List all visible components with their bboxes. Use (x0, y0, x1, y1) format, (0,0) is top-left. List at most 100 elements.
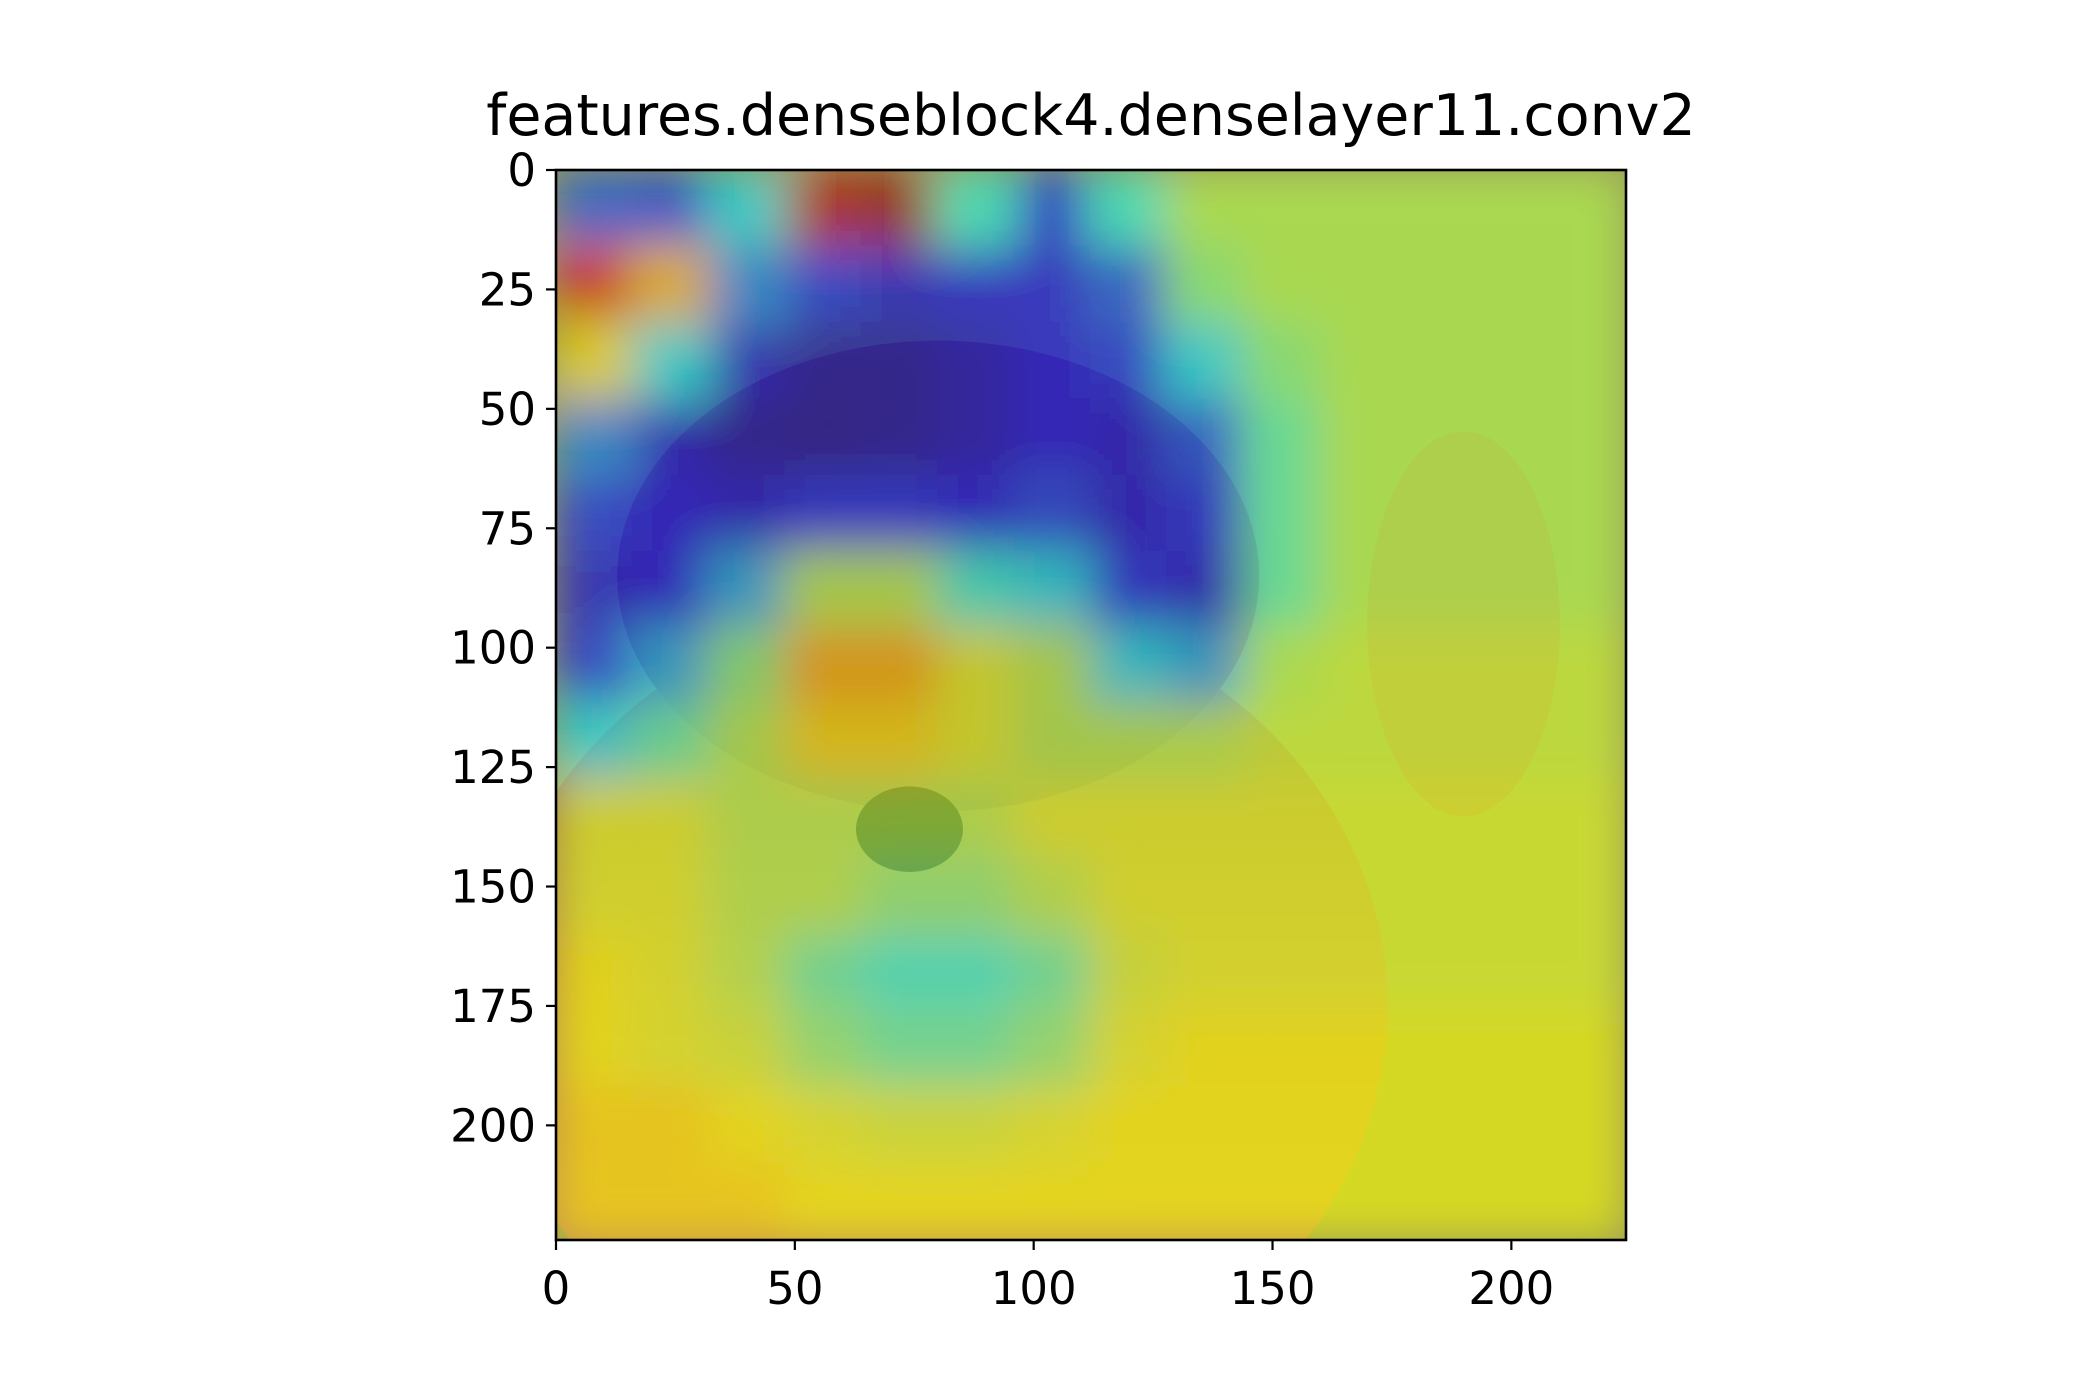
heatmap-cell (1013, 1086, 1092, 1165)
heatmap-cell (631, 170, 710, 248)
heatmap-cell (556, 627, 634, 706)
heatmap-cell (1166, 1009, 1245, 1089)
heatmap-cell (1090, 780, 1169, 859)
heatmap-cell (1166, 856, 1245, 936)
heatmap-cell (556, 398, 634, 477)
heatmap-cell (556, 1086, 634, 1165)
heatmap-cell (1548, 856, 1626, 936)
heatmap-cell (1472, 474, 1551, 554)
heatmap-cell (860, 1009, 940, 1089)
heatmap-cell (1548, 627, 1626, 706)
heatmap-cell (707, 1009, 787, 1089)
heatmap-cell (784, 245, 863, 324)
heatmap-cell (937, 1086, 1016, 1165)
heatmap-cell (1395, 474, 1475, 554)
heatmap-cell (1548, 474, 1626, 554)
x-tick-label: 100 (991, 1262, 1077, 1315)
heatmap-cell (1242, 780, 1322, 859)
heatmap-cell (707, 1162, 787, 1240)
heatmap-cell (1242, 704, 1322, 783)
y-tick-label: 125 (450, 741, 536, 794)
heatmap-cell (1242, 245, 1322, 324)
heatmap-cell (1548, 551, 1626, 630)
heatmap-cell (556, 170, 634, 248)
heatmap-cell (631, 321, 710, 401)
heatmap-cell (937, 704, 1016, 783)
heatmap-cell (1166, 704, 1245, 783)
heatmap-cell (1090, 1086, 1169, 1165)
heatmap-cell (556, 551, 634, 630)
heatmap-cell (1242, 551, 1322, 630)
heatmap-cell (1166, 170, 1245, 248)
y-tick-label: 50 (479, 383, 536, 436)
heatmap-cell (707, 933, 787, 1012)
heatmap-cell (1472, 170, 1551, 248)
heatmap-cell (1548, 704, 1626, 783)
y-tick-label: 0 (507, 144, 536, 197)
heatmap-cell (556, 1009, 634, 1089)
heatmap-cell (1472, 321, 1551, 401)
heatmap-cell (784, 321, 863, 401)
heatmap-cell (1242, 627, 1322, 706)
heatmap-cell (860, 398, 940, 477)
heatmap-cell (784, 1162, 863, 1240)
heatmap-cell (1319, 474, 1398, 554)
heatmap-cell (1395, 780, 1475, 859)
heatmap-cell (1548, 398, 1626, 477)
x-axis: 0 50 100 150 200 (542, 1240, 1554, 1315)
heatmap-cell (1013, 856, 1092, 936)
heatmap-cell (1472, 780, 1551, 859)
heatmap-cell (1090, 856, 1169, 936)
heatmap-cell (937, 321, 1016, 401)
y-tick-label: 200 (450, 1099, 536, 1152)
heatmap-cell (631, 1086, 710, 1165)
heatmap-cell (1090, 627, 1169, 706)
heatmap-cell (1319, 321, 1398, 401)
heatmap-cell (1090, 245, 1169, 324)
heatmap-cell (707, 704, 787, 783)
heatmap-cell (1548, 321, 1626, 401)
heatmap-cell (1319, 1086, 1398, 1165)
heatmap-cell (1090, 170, 1169, 248)
heatmap-cell (1548, 1009, 1626, 1089)
heatmap-cell (1472, 856, 1551, 936)
heatmap-cell (1090, 551, 1169, 630)
heatmap-cell (1013, 704, 1092, 783)
heatmap-cell (1090, 704, 1169, 783)
heatmap-cell (1013, 398, 1092, 477)
heatmap-cell (707, 1086, 787, 1165)
heatmap-cell (1242, 933, 1322, 1012)
heatmap-cell (784, 627, 863, 706)
heatmap-cell (1242, 856, 1322, 936)
heatmap-cell (1472, 1162, 1551, 1240)
heatmap-cell (784, 170, 863, 248)
heatmap-cell (631, 1009, 710, 1089)
heatmap-cell (1013, 1162, 1092, 1240)
heatmap-cell (1090, 933, 1169, 1012)
heatmap-cell (860, 474, 940, 554)
heatmap-cell (707, 856, 787, 936)
heatmap-cell (1242, 1086, 1322, 1165)
heatmap-cell (707, 780, 787, 859)
heatmap-cell (1013, 551, 1092, 630)
heatmap-cell (1166, 1086, 1245, 1165)
heatmap-cell (937, 245, 1016, 324)
x-tick-label: 0 (542, 1262, 571, 1315)
heatmap-cell (631, 704, 710, 783)
plot-area (556, 170, 1626, 1240)
heatmap-cell (1090, 474, 1169, 554)
heatmap-cell (1319, 627, 1398, 706)
heatmap-cell (556, 1162, 634, 1240)
heatmap-cell (1319, 704, 1398, 783)
heatmap-cell (1395, 933, 1475, 1012)
plot-frame (554, 168, 1628, 1242)
heatmap-cell (1090, 1009, 1169, 1089)
heatmap-cell (1548, 1162, 1626, 1240)
heatmap-cell (1013, 933, 1092, 1012)
heatmap-cell (1013, 474, 1092, 554)
heatmap-cell (707, 474, 787, 554)
heatmap-cell (1013, 780, 1092, 859)
heatmap-cell (1166, 321, 1245, 401)
heatmap-cell (784, 1009, 863, 1089)
heatmap-cell (1166, 1162, 1245, 1240)
